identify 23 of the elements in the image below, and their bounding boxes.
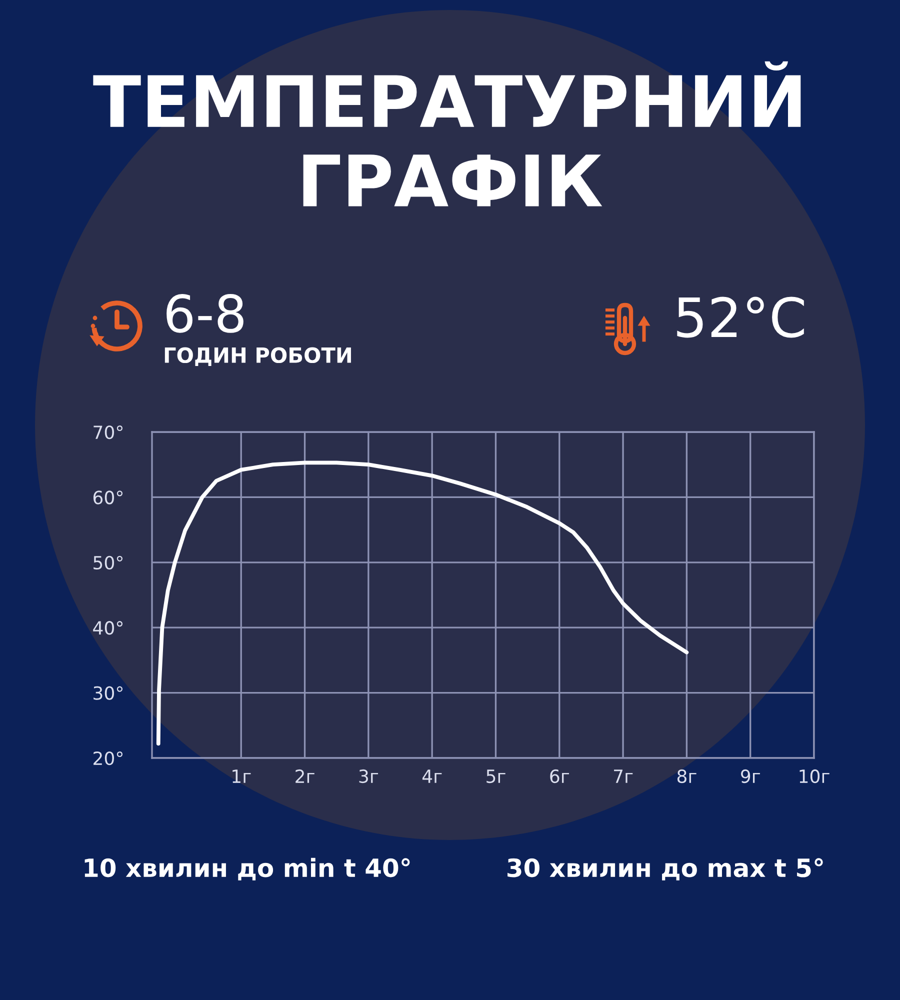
y-tick-label: 60°: [93, 490, 123, 504]
x-tick-label: 5г: [486, 770, 506, 784]
text: 10 хвилин до min t 40°: [84, 858, 410, 880]
x-tick-label: 10г: [800, 769, 830, 784]
text: 52°C: [677, 296, 804, 338]
x-tick-label: 3г: [359, 769, 378, 784]
text: ГОДИН РОБОТИ: [164, 347, 351, 366]
x-tick-label: 9г: [740, 769, 760, 784]
x-tick-label: 4г: [422, 770, 442, 783]
chart-title: ТЕМПЕРАТУРНИЙ ГРАФІК: [93, 61, 801, 206]
y-tick-label: 70°: [94, 425, 123, 440]
y-tick-label: 50°: [94, 556, 123, 570]
x-tick-label: 2г: [296, 769, 314, 783]
x-tick-label: 6г: [550, 769, 569, 784]
line-series: [156, 460, 689, 746]
x-tick-label: 7г: [614, 770, 633, 783]
y-tick-label: 30°: [94, 686, 123, 700]
y-tick-label: 40°: [93, 621, 123, 635]
x-tick-label: 1г: [232, 770, 251, 783]
x-tick-label: 8г: [677, 769, 696, 784]
text: 6-8: [166, 294, 244, 333]
text: 30 хвилин до max t 5°: [508, 858, 823, 880]
y-tick-label: 20°: [94, 751, 123, 766]
